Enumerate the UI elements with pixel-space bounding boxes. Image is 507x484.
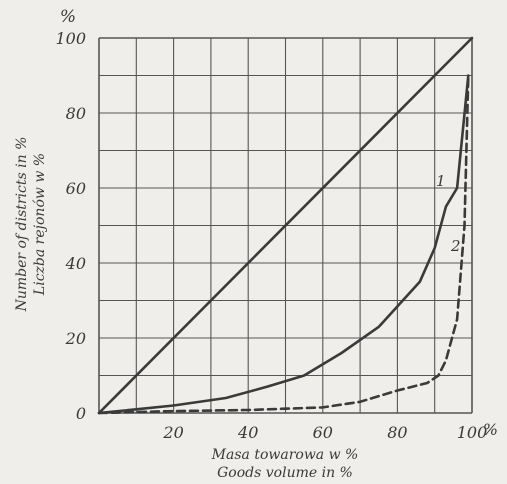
x-tick-label: 60: [313, 423, 333, 442]
x-tick-label: 80: [387, 423, 407, 442]
y-tick-label: 0: [76, 404, 86, 423]
y-tick-label: 40: [65, 254, 86, 273]
x-tick-label: 20: [162, 423, 183, 442]
y-axis-label-line-1: Number of districts in %: [14, 137, 30, 313]
x-tick-label: 40: [237, 423, 258, 442]
y-tick-label: 80: [66, 104, 86, 123]
x-axis-label-line-2: Goods volume in %: [217, 465, 353, 481]
y-axis-label-line-2: Liczba rejonów w %: [32, 153, 48, 296]
series-line-2: [97, 74, 470, 415]
y-unit-label: %: [60, 7, 76, 27]
y-tick-label: 60: [66, 179, 86, 198]
series-2-label: 2: [450, 237, 461, 255]
grid: [98, 37, 473, 414]
series-layer: [97, 36, 474, 415]
series-1-label: 1: [436, 172, 446, 190]
y-tick-label: 100: [55, 29, 86, 48]
x-unit-label: %: [483, 420, 498, 439]
series-line-diagonal: [97, 36, 474, 415]
x-tick-label: 100: [457, 423, 488, 442]
x-axis-label-line-1: Masa towarowa w %: [211, 447, 359, 463]
tick-labels: 20 40 60 80 100 0 20 40 60 80 100: [55, 29, 487, 442]
y-tick-label: 20: [65, 329, 86, 348]
series-line-1: [97, 74, 470, 415]
